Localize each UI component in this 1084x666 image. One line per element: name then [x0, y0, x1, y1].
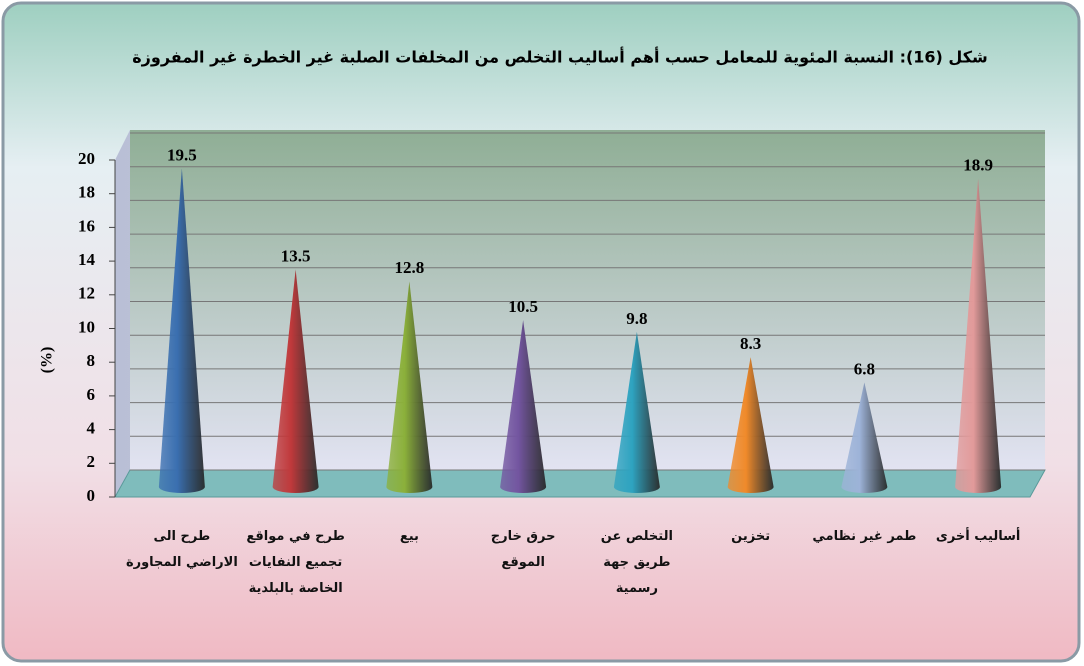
y-tick-label: 18 — [78, 183, 95, 202]
cone — [955, 178, 1002, 494]
x-tick-label: تخزين — [731, 529, 771, 544]
x-tick-label: طمر غير نظامي — [812, 529, 917, 544]
y-tick-label: 10 — [78, 317, 95, 336]
cone — [841, 382, 888, 494]
data-label: 10.5 — [508, 297, 538, 316]
x-tick-label: طرح الى الاراضي المجاورة — [125, 529, 238, 570]
data-label: 9.8 — [626, 309, 647, 328]
cone — [272, 269, 319, 494]
back-wall — [130, 130, 1045, 470]
y-tick-label: 16 — [78, 216, 95, 235]
data-label: 13.5 — [281, 246, 311, 265]
y-tick-label: 14 — [78, 250, 96, 269]
chart-title: شكل (16): النسبة المئوية للمعامل حسب أهم… — [132, 47, 988, 67]
y-axis-label: (%) — [39, 347, 56, 374]
y-tick-label: 12 — [78, 284, 95, 303]
y-tick-label: 2 — [87, 452, 96, 471]
cone — [727, 357, 774, 494]
y-tick-label: 8 — [87, 351, 96, 370]
data-label: 6.8 — [854, 359, 875, 378]
cone — [613, 331, 660, 494]
y-tick-label: 20 — [78, 149, 95, 168]
x-tick-label: حرق خارج الموقع — [490, 529, 556, 570]
cone — [386, 281, 433, 494]
x-tick-label: أساليب أخرى — [935, 529, 1021, 544]
y-tick-label: 4 — [87, 419, 96, 438]
cone — [158, 168, 205, 494]
x-tick-label: بيع — [399, 529, 419, 544]
data-label: 19.5 — [167, 145, 197, 164]
y-tick-label: 0 — [87, 486, 96, 505]
data-label: 12.8 — [395, 258, 425, 277]
cone — [500, 320, 547, 494]
x-tick-label: طرح في مواقع تجميع النفايات الخاصة بالبل… — [246, 529, 345, 596]
data-label: 8.3 — [740, 334, 761, 353]
data-label: 18.9 — [963, 155, 993, 174]
x-tick-label: التخلص عن طريق جهة رسمية — [600, 529, 673, 596]
floor — [114, 469, 1046, 498]
y-tick-label: 6 — [87, 385, 96, 404]
